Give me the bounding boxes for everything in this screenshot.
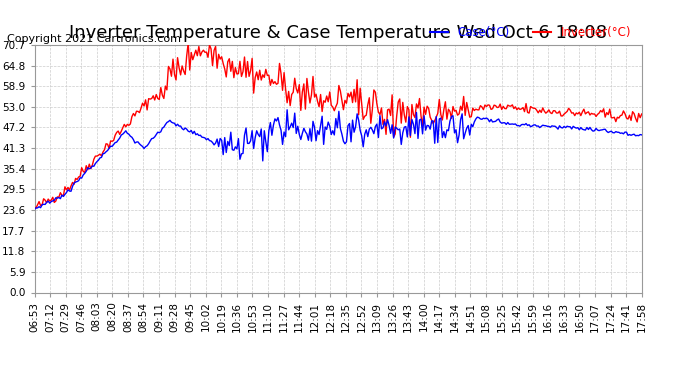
Legend: Case(°C), Inverter(°C): Case(°C), Inverter(°C) [426,21,635,44]
Text: Copyright 2021 Cartronics.com: Copyright 2021 Cartronics.com [7,34,181,44]
Title: Inverter Temperature & Case Temperature Wed Oct 6 18:08: Inverter Temperature & Case Temperature … [69,24,607,42]
